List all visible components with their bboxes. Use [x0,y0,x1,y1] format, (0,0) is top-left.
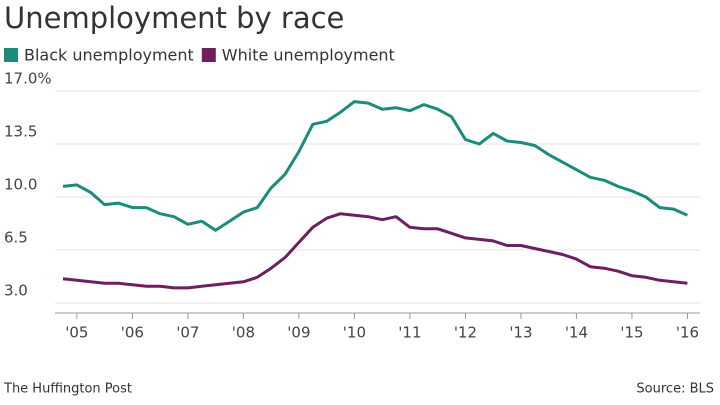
y-tick-label: 3.0 [4,282,28,300]
y-tick-label: 13.5 [4,123,37,141]
y-tick-label: 10.0 [4,176,37,194]
x-tick-label: '13 [509,324,532,342]
y-tick-label: 6.5 [4,229,28,247]
series-line [62,212,688,290]
legend-swatch [201,48,216,62]
x-tick-label: '12 [454,324,477,342]
credit: The Huffington Post [3,382,132,397]
x-tick-label: '15 [620,324,643,342]
chart-title: Unemployment by race [4,1,344,35]
legend-swatch [4,48,18,62]
source: Source: BLS [636,382,714,397]
legend-label: Black unemployment [24,46,194,65]
legend-label: White unemployment [222,46,395,65]
x-tick-label: '07 [176,324,199,342]
series-line [62,100,689,232]
x-tick-label: '06 [121,324,144,342]
x-tick-label: '11 [398,324,421,342]
y-tick-label: 17.0% [4,70,52,88]
x-tick-label: '05 [65,324,88,342]
x-tick-label: '16 [676,324,699,342]
x-tick-label: '09 [287,324,310,342]
x-tick-label: '10 [343,324,366,342]
x-tick-label: '14 [565,324,588,342]
x-tick-label: '08 [232,324,255,342]
